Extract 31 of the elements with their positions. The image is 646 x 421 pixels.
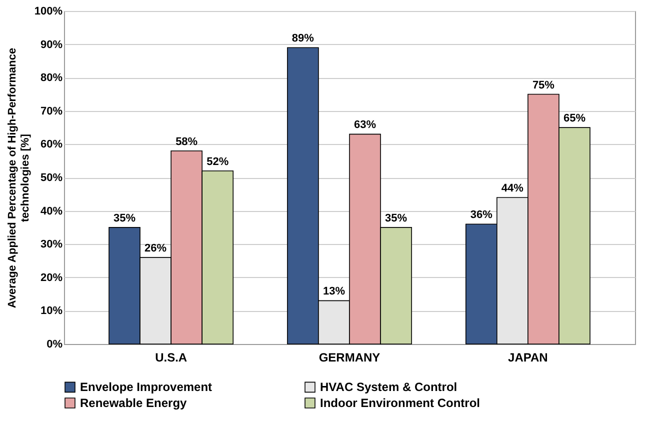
y-tick-label: 20% [40,272,63,284]
data-label: 35% [114,212,136,224]
data-label: 35% [385,212,408,224]
data-label: 58% [176,136,198,148]
y-tick-label: 40% [40,205,63,218]
x-tick-label: JAPAN [508,350,548,364]
y-tick-label: 10% [40,305,63,318]
y-axis-title: Average Applied Percentage of High-Performance technologies [%] [6,48,32,308]
y-tick-label: 100% [34,6,63,18]
legend-label: Indoor Environment Control [320,396,480,410]
data-label: 13% [322,286,346,298]
y-tick-label: 50% [40,172,63,184]
legend-label: HVAC System & Control [320,380,458,394]
data-label: 89% [292,32,314,45]
legend-label: Envelope Improvement [80,380,212,394]
y-tick-label: 80% [40,72,63,84]
y-tick-label: 90% [40,38,63,51]
data-label: 65% [563,112,586,125]
y-tick-label: 70% [40,105,63,118]
data-label: 63% [354,119,376,132]
x-tick-label: U.S.A [155,350,188,364]
data-label: 44% [501,182,524,194]
x-tick-label: GERMANY [318,350,380,364]
legend-label: Renewable Energy [80,396,188,410]
data-label: 75% [532,79,555,92]
data-label: 36% [470,209,493,222]
y-tick-label: 30% [40,238,63,251]
data-label: 52% [206,156,229,168]
y-tick-label: 60% [40,138,63,151]
data-label: 26% [144,242,167,254]
y-tick-label: 0% [46,338,63,350]
